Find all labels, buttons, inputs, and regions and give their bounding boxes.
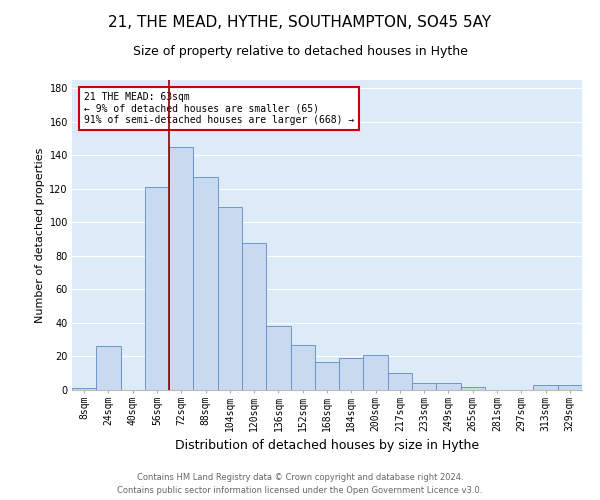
- Bar: [72, 388, 96, 390]
- Bar: [193, 177, 218, 390]
- Bar: [169, 147, 193, 390]
- Bar: [461, 386, 485, 390]
- Bar: [96, 346, 121, 390]
- Bar: [266, 326, 290, 390]
- Text: 21, THE MEAD, HYTHE, SOUTHAMPTON, SO45 5AY: 21, THE MEAD, HYTHE, SOUTHAMPTON, SO45 5…: [109, 15, 491, 30]
- X-axis label: Distribution of detached houses by size in Hythe: Distribution of detached houses by size …: [175, 439, 479, 452]
- Bar: [145, 187, 169, 390]
- Bar: [339, 358, 364, 390]
- Text: Size of property relative to detached houses in Hythe: Size of property relative to detached ho…: [133, 45, 467, 58]
- Bar: [218, 208, 242, 390]
- Text: Contains HM Land Registry data © Crown copyright and database right 2024.
Contai: Contains HM Land Registry data © Crown c…: [118, 473, 482, 495]
- Bar: [436, 384, 461, 390]
- Bar: [290, 345, 315, 390]
- Bar: [364, 355, 388, 390]
- Bar: [242, 242, 266, 390]
- Bar: [315, 362, 339, 390]
- Y-axis label: Number of detached properties: Number of detached properties: [35, 148, 45, 322]
- Bar: [388, 373, 412, 390]
- Bar: [412, 384, 436, 390]
- Bar: [558, 385, 582, 390]
- Text: 21 THE MEAD: 63sqm
← 9% of detached houses are smaller (65)
91% of semi-detached: 21 THE MEAD: 63sqm ← 9% of detached hous…: [84, 92, 355, 125]
- Bar: [533, 385, 558, 390]
